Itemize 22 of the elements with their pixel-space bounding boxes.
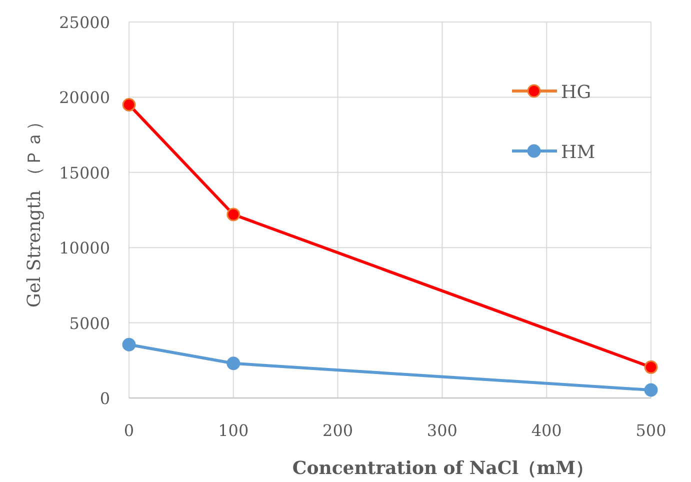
y-tick-label: 25000	[59, 13, 110, 32]
x-tick-label: 300	[426, 421, 458, 440]
y-tick-label: 10000	[59, 238, 110, 258]
y-tick-label: 5000	[69, 314, 110, 333]
legend-label: HM	[561, 142, 596, 163]
point	[226, 208, 240, 222]
y-tick-label: 20000	[59, 88, 110, 108]
legend-label: HG	[561, 82, 592, 103]
point	[644, 383, 658, 397]
point	[122, 338, 136, 352]
x-tick-label: 500	[636, 421, 666, 440]
x-axis-title: Concentration of NaCl（mM）	[292, 458, 594, 479]
point	[644, 360, 658, 374]
y-tick-label: 15000	[59, 163, 110, 182]
x-tick-label: 100	[218, 421, 249, 440]
x-tick-label: 400	[531, 421, 562, 440]
point	[122, 98, 136, 112]
x-tick-label: 200	[322, 421, 354, 440]
x-tick-label: 0	[124, 421, 134, 440]
y-tick-label: 0	[100, 389, 110, 408]
point	[226, 356, 240, 370]
y-axis-title: Gel Strength （Ｐａ）	[24, 112, 45, 308]
